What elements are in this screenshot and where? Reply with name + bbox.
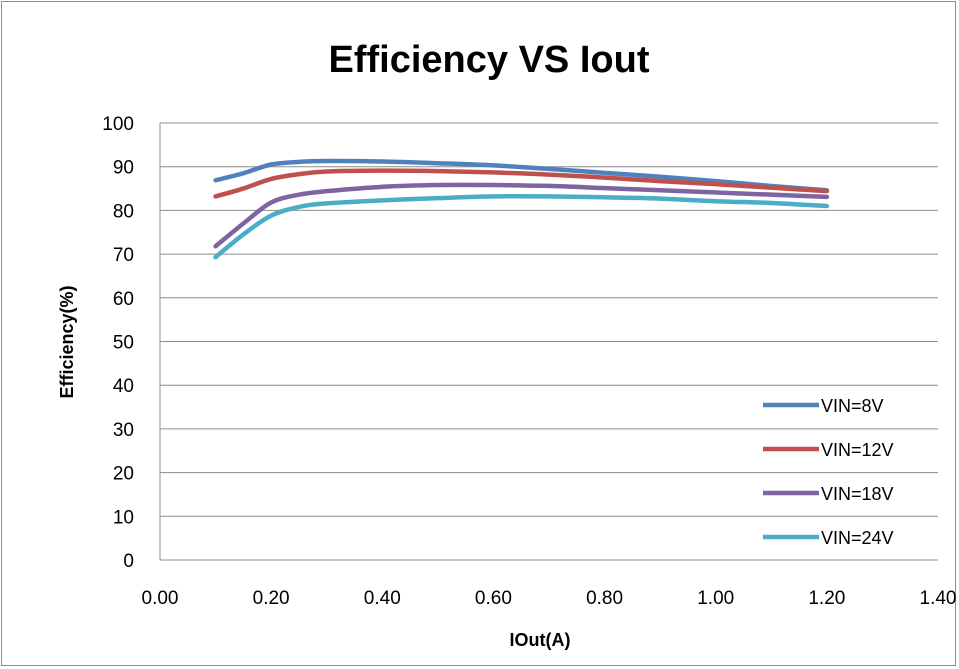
- series-line-vin-24v: [213, 193, 830, 260]
- x-tick-1.00: 1.00: [697, 588, 734, 609]
- series-line-vin-18v: [213, 182, 830, 249]
- legend: VIN=8V VIN=12V VIN=18V VIN=24V: [763, 396, 894, 548]
- y-tick-90: 90: [113, 158, 134, 179]
- y-axis-label: Efficiency(%): [57, 285, 77, 398]
- y-tick-0: 0: [123, 551, 134, 572]
- y-tick-60: 60: [113, 289, 134, 310]
- series-lines: [213, 158, 830, 260]
- y-tick-labels: 0 10 20 30 40 50 60 70 80 90 100: [102, 114, 134, 572]
- series-line-vin-12v: [213, 168, 830, 199]
- legend-label-vin-12v: VIN=12V: [821, 440, 894, 460]
- chart-title: Efficiency VS Iout: [329, 39, 650, 81]
- x-axis-label: IOut(A): [510, 630, 571, 650]
- x-tick-0.20: 0.20: [253, 588, 290, 609]
- y-tick-70: 70: [113, 245, 134, 266]
- legend-label-vin-18v: VIN=18V: [821, 484, 894, 504]
- x-tick-1.40: 1.40: [920, 588, 957, 609]
- x-tick-0.80: 0.80: [586, 588, 623, 609]
- x-tick-0.00: 0.00: [142, 588, 179, 609]
- legend-label-vin-8v: VIN=8V: [821, 396, 884, 416]
- x-tick-0.40: 0.40: [364, 588, 401, 609]
- y-tick-50: 50: [113, 333, 134, 354]
- y-tick-20: 20: [113, 464, 134, 485]
- legend-label-vin-24v: VIN=24V: [821, 528, 894, 548]
- y-tick-80: 80: [113, 201, 134, 222]
- y-tick-10: 10: [113, 507, 134, 528]
- x-tick-0.60: 0.60: [475, 588, 512, 609]
- x-tick-1.20: 1.20: [808, 588, 845, 609]
- x-tick-labels: 0.00 0.20 0.40 0.60 0.80 1.00 1.20 1.40: [142, 588, 957, 609]
- y-tick-100: 100: [102, 114, 134, 135]
- series-line-vin-8v: [213, 158, 830, 193]
- y-tick-40: 40: [113, 376, 134, 397]
- y-tick-30: 30: [113, 420, 134, 441]
